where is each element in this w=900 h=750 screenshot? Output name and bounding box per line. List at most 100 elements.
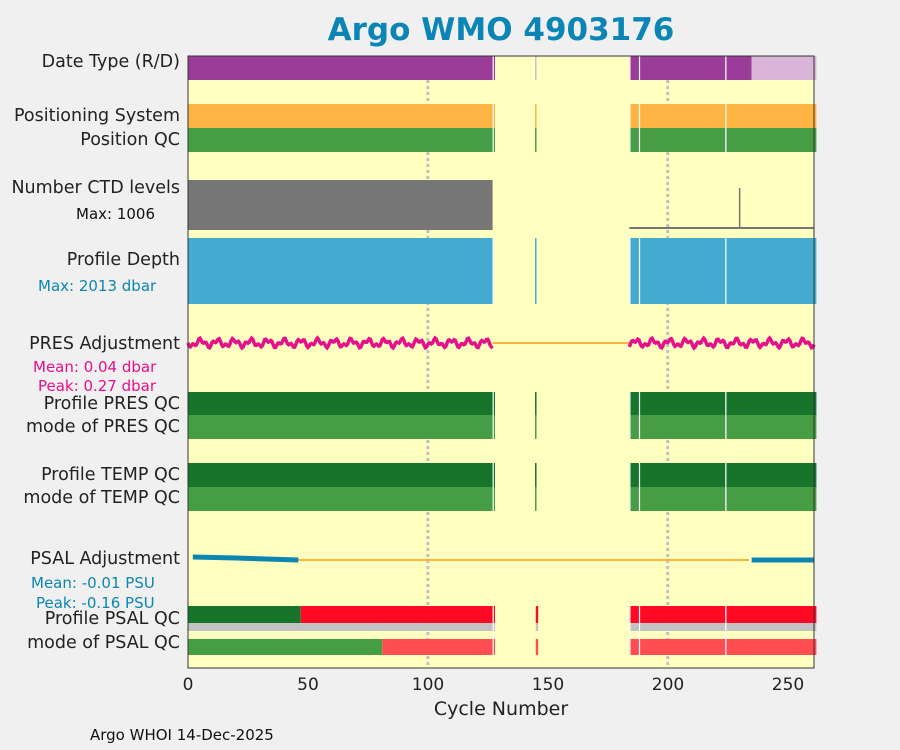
cycle-separator: [492, 238, 494, 304]
ctd-levels-spike: [738, 188, 741, 228]
cycle-separator: [638, 392, 641, 439]
cycle-separator: [638, 56, 641, 80]
mode-pres-qc-bar: [188, 415, 496, 439]
cycle-separator: [725, 606, 727, 655]
mode-temp-qc-bar: [629, 487, 817, 511]
profile-psal-qc-bar: [188, 623, 301, 631]
mode-temp-qc-bar: [535, 487, 537, 511]
cycle-separator: [638, 238, 641, 304]
x-tick-label: 50: [297, 675, 319, 695]
cycle-separator: [492, 392, 494, 439]
positioning-system-bar: [535, 104, 537, 128]
x-tick-label: 150: [531, 675, 565, 695]
psal-adjustment-line: [192, 554, 299, 563]
cycle-separator: [492, 104, 494, 152]
date-type-bar: [188, 56, 496, 80]
x-tick-label: 200: [651, 675, 685, 695]
cycle-separator: [725, 56, 727, 80]
row-label-profile-pres-qc: Profile PRES QC: [43, 394, 180, 414]
cycle-separator: [638, 104, 641, 152]
profile-depth-bar: [188, 238, 493, 304]
pres-adjustment-peak: Peak: 0.27 dbar: [38, 377, 157, 395]
mode-psal-qc-bar: [382, 639, 496, 655]
row-label-mode-temp-qc: mode of TEMP QC: [23, 488, 180, 508]
x-axis-label: Cycle Number: [433, 698, 569, 720]
ctd-levels-bar: [629, 227, 814, 229]
cycle-separator: [725, 104, 727, 152]
cycle-separator: [629, 238, 631, 304]
cycle-separator: [492, 606, 494, 655]
cycle-separator: [638, 463, 641, 511]
mode-pres-qc-bar: [535, 415, 537, 439]
profile-pres-qc-bar: [535, 392, 537, 415]
cycle-separator: [492, 56, 494, 80]
plot-frame: [187, 55, 815, 669]
ctd-levels-max: Max: 1006: [76, 205, 156, 223]
row-label-profile-temp-qc: Profile TEMP QC: [41, 465, 180, 485]
pres-adjustment-mean: Mean: 0.04 dbar: [33, 358, 157, 376]
positioning-system-bar: [629, 104, 817, 128]
date-type-bar: [535, 56, 537, 80]
cycle-separator: [629, 56, 631, 80]
profile-temp-qc-bar: [629, 463, 817, 487]
pres-adjustment-line: [627, 335, 816, 351]
x-tick-label: 250: [771, 675, 805, 695]
mode-psal-qc-bar: [629, 639, 817, 655]
cycle-separator: [725, 392, 727, 439]
cycle-separator: [492, 463, 494, 511]
mode-temp-qc-bar: [188, 487, 496, 511]
gridlines: [426, 56, 670, 668]
profile-psal-qc-bar: [629, 606, 817, 623]
row-label-mode-pres-qc: mode of PRES QC: [25, 417, 180, 437]
position-qc-bar: [188, 128, 496, 152]
psal-adjustment-peak: Peak: -0.16 PSU: [36, 594, 155, 612]
x-tick-label: 0: [182, 675, 194, 695]
position-qc-bar: [535, 128, 537, 152]
mode-psal-qc-bar: [188, 639, 383, 655]
plot-background: [188, 56, 814, 668]
profile-depth-bar: [535, 238, 537, 304]
row-label-date-type: Date Type (R/D): [41, 52, 180, 72]
mode-psal-qc-bar: [535, 639, 539, 655]
cycle-separator: [629, 392, 631, 439]
profile-psal-qc-bar: [535, 623, 539, 631]
profile-pres-qc-bar: [188, 392, 496, 415]
profile-psal-qc-bar: [300, 606, 496, 623]
cycle-separator: [638, 606, 641, 655]
profile-depth-bar: [629, 238, 817, 304]
x-tick-label: 100: [411, 675, 445, 695]
row-label-pres-adjustment: PRES Adjustment: [29, 334, 180, 354]
cycle-separator: [725, 463, 727, 511]
row-label-profile-psal-qc: Profile PSAL QC: [44, 609, 180, 629]
profile-psal-qc-bar: [629, 623, 817, 631]
profile-psal-qc-bar: [535, 606, 539, 623]
mode-pres-qc-bar: [629, 415, 817, 439]
positioning-system-bar: [188, 104, 496, 128]
profile-temp-qc-bar: [188, 463, 496, 487]
cycle-separator: [629, 606, 631, 655]
profile-depth-max: Max: 2013 dbar: [38, 277, 157, 295]
chart-title: Argo WMO 4903176: [327, 12, 675, 48]
psal-adjustment-mean: Mean: -0.01 PSU: [31, 574, 155, 592]
footer-credit: Argo WHOI 14-Dec-2025: [90, 726, 274, 744]
row-label-mode-psal-qc: mode of PSAL QC: [27, 633, 180, 653]
row-label-ctd-levels: Number CTD levels: [11, 178, 180, 198]
position-qc-bar: [629, 128, 817, 152]
row-label-profile-depth: Profile Depth: [66, 250, 180, 270]
cycle-separator: [629, 104, 631, 152]
ctd-levels-bar: [188, 180, 493, 230]
row-label-positioning-system: Positioning System: [13, 106, 180, 126]
pres-adjustment-line: [186, 335, 494, 351]
row-label-psal-adjustment: PSAL Adjustment: [30, 549, 180, 569]
cycle-separator: [725, 238, 727, 304]
date-type-bar: [751, 56, 817, 80]
status-bars: [188, 56, 817, 655]
adjustment-lines: [186, 335, 816, 563]
profile-psal-qc-bar: [300, 623, 496, 631]
row-label-position-qc: Position QC: [80, 130, 180, 150]
date-type-bar: [629, 56, 752, 80]
cycle-separator: [629, 463, 631, 511]
profile-temp-qc-bar: [535, 463, 537, 487]
profile-pres-qc-bar: [629, 392, 817, 415]
